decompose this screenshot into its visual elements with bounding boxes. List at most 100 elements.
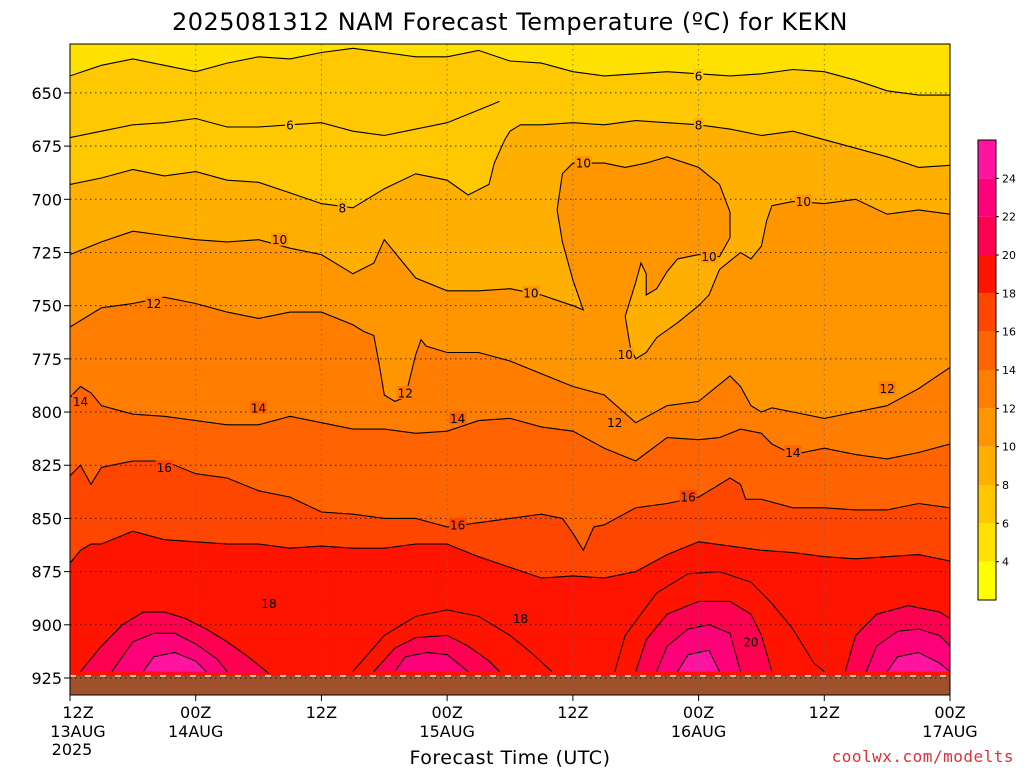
contour-label: 12 <box>607 416 622 430</box>
contour-label-bg <box>260 596 278 610</box>
contour-label: 16 <box>680 491 695 505</box>
contour-label-bg <box>71 394 89 408</box>
colorbar-swatch <box>978 446 996 485</box>
chart-title: 2025081312 NAM Forecast Temperature (ºC)… <box>172 8 848 36</box>
x-tick-date: 15AUG <box>419 722 474 741</box>
contour-label: 16 <box>450 518 465 532</box>
contour-label: 8 <box>695 118 703 132</box>
contour-label: 6 <box>695 69 703 83</box>
colorbar-tick-label: 10 <box>1002 441 1016 454</box>
x-tick-date: 17AUG <box>922 722 977 741</box>
x-tick-label: 00Z <box>934 703 965 722</box>
warm-core-24 <box>887 652 950 672</box>
colorbar-swatch <box>978 140 996 179</box>
y-tick-label: 800 <box>31 403 62 422</box>
warm-core-line-20 <box>373 634 500 672</box>
contour-label-bg <box>522 285 540 299</box>
contour-label-bg <box>700 249 718 263</box>
contour-label-bg <box>742 634 760 648</box>
contour-label: 18 <box>513 612 528 626</box>
contour-label: 10 <box>272 233 287 247</box>
y-tick-label: 650 <box>31 84 62 103</box>
colorbar-swatch <box>978 370 996 409</box>
contour-label: 18 <box>261 597 276 611</box>
warm-core-line-20 <box>635 600 773 672</box>
contour-label-bg <box>574 156 592 170</box>
y-tick-label: 775 <box>31 350 62 369</box>
x-tick-year: 2025 <box>52 740 93 759</box>
contour-label-bg <box>794 194 812 208</box>
plot-frame <box>69 43 951 696</box>
contour-label-bg <box>271 232 289 246</box>
contour-label: 16 <box>157 461 172 475</box>
colorbar-tick-label: 4 <box>1002 556 1009 569</box>
colorbar-swatch <box>978 293 996 332</box>
x-tick-label: 00Z <box>431 703 462 722</box>
plot-grid <box>69 44 951 695</box>
contour-label-bg <box>145 296 163 310</box>
x-tick-label: 12Z <box>557 703 588 722</box>
colorbar-swatch <box>978 561 996 600</box>
x-tick-label: 00Z <box>683 703 714 722</box>
colorbar-tick-label: 12 <box>1002 402 1016 415</box>
y-axis: 650 675 700 725 750 775 800 825 850 875 900 925 <box>31 84 70 688</box>
y-tick-label: 900 <box>31 616 62 635</box>
y-tick-label: 675 <box>31 137 62 156</box>
y-tick-label: 850 <box>31 509 62 528</box>
contour-label: 10 <box>796 195 811 209</box>
contour-label: 10 <box>523 286 538 300</box>
contour-label-bg <box>449 517 467 531</box>
credit-text: coolwx.com/modelts <box>832 747 1014 766</box>
contour-label-bg <box>250 400 268 414</box>
contour-label-bg <box>155 460 173 474</box>
y-tick-label: 725 <box>31 243 62 262</box>
x-tick-date: 16AUG <box>671 722 726 741</box>
colorbar-swatch <box>978 255 996 294</box>
warm-core-line-22 <box>656 624 741 672</box>
colorbar-tick-label: 6 <box>1002 517 1009 530</box>
contour-label: 14 <box>785 446 800 460</box>
warm-core-line-20 <box>844 605 950 672</box>
warm-core-line-24 <box>677 649 720 672</box>
isotherm-10 <box>70 156 950 360</box>
x-tick-date: 13AUG <box>50 722 105 741</box>
contour-label: 12 <box>146 297 161 311</box>
contour-label: 14 <box>251 401 266 415</box>
warm-core-line-22 <box>865 628 950 672</box>
y-tick-label: 925 <box>31 669 62 688</box>
ground-fill <box>70 675 950 695</box>
warm-core-22 <box>111 633 228 672</box>
contour-label-bg <box>337 200 348 214</box>
contour-label: 12 <box>880 382 895 396</box>
y-tick-label: 875 <box>31 563 62 582</box>
warm-core-line-24 <box>142 651 207 672</box>
contour-label-bg <box>693 117 704 131</box>
warm-core-24 <box>677 650 720 672</box>
colorbar-tick-label: 22 <box>1002 211 1016 224</box>
isotherm-labels: 6 6 8 8 10 10 10 10 10 10 12 12 12 12 14 14 14 14 16 16 16 18… <box>71 68 896 649</box>
y-tick-label: 750 <box>31 297 62 316</box>
contour-label-bg <box>449 411 467 425</box>
warm-core-line-22 <box>394 651 469 672</box>
colorbar-tick-label: 20 <box>1002 249 1016 262</box>
colorbar-swatch <box>978 178 996 217</box>
contour-label: 8 <box>339 201 347 215</box>
warm-core-line-24 <box>886 651 950 672</box>
contour-label: 10 <box>701 250 716 264</box>
colorbar-tick-label: 16 <box>1002 326 1016 339</box>
warm-core-22 <box>656 624 741 672</box>
contour-label-bg <box>693 68 704 82</box>
isotherm-6 <box>70 47 950 96</box>
colorbar: 4 6 8 10 12 14 16 18 20 22 24 <box>977 139 1016 601</box>
colorbar-tick-label: 8 <box>1002 479 1009 492</box>
contour-label-bg <box>878 381 896 395</box>
x-tick-label: 00Z <box>180 703 211 722</box>
warm-core-line-18 <box>614 571 825 672</box>
contour-label-bg <box>679 490 697 504</box>
contour-label-bg <box>285 117 295 131</box>
x-tick-label: 12Z <box>306 703 337 722</box>
x-axis-title: Forecast Time (UTC) <box>410 747 611 768</box>
contour-label-bg <box>784 445 802 459</box>
